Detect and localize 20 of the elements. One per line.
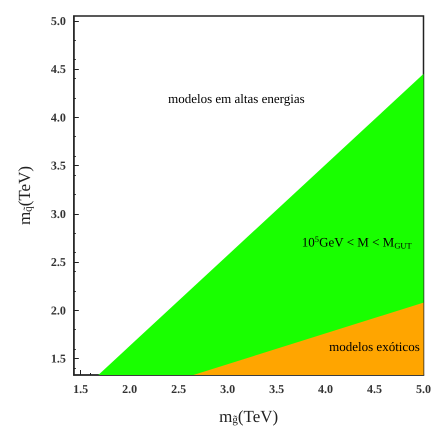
x-tick-label: 5.0 — [416, 382, 431, 396]
y-tick-label: 5.0 — [50, 14, 66, 28]
y-tick-label: 4.5 — [50, 62, 66, 76]
x-tick-label: 4.5 — [367, 382, 382, 396]
x-tick-label: 1.5 — [73, 382, 88, 396]
x-axis-title: mg̃(TeV) — [219, 406, 278, 426]
y-tick-label: 2.5 — [50, 255, 66, 270]
x-tick-label: 2.0 — [122, 382, 138, 396]
annotation: modelos em altas energias — [168, 91, 305, 106]
x-tick-label: 3.0 — [220, 382, 236, 396]
y-tick-label: 3.0 — [50, 206, 66, 221]
y-tick-label: 4.0 — [50, 110, 66, 124]
y-axis-title: mq̃(TeV) — [15, 166, 34, 226]
y-tick-label: 1.5 — [50, 352, 66, 366]
y-tick-label: 2.0 — [50, 303, 66, 318]
x-tick-label: 4.0 — [318, 382, 334, 396]
x-tick-label: 3.5 — [269, 382, 284, 396]
y-tick-label: 3.5 — [50, 158, 66, 173]
annotation: modelos exóticos — [329, 338, 420, 354]
x-tick-label: 2.5 — [171, 382, 186, 396]
